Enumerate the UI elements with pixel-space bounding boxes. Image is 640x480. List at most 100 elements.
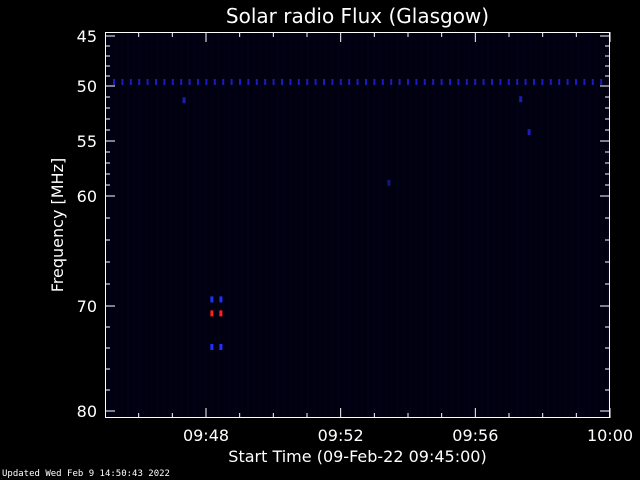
stripe <box>271 33 273 417</box>
stripe <box>457 33 459 417</box>
stripe <box>511 33 513 417</box>
band-segment <box>348 79 351 85</box>
band-segment <box>600 79 603 85</box>
band-segment <box>558 79 561 85</box>
band-segment <box>155 79 157 85</box>
band-segment <box>457 79 460 85</box>
stripe <box>559 33 561 417</box>
stripe <box>187 33 189 417</box>
stripe <box>535 33 537 417</box>
plot-area <box>105 32 610 418</box>
band-segment <box>146 79 149 85</box>
band-segment <box>121 79 124 85</box>
band-segment <box>381 79 384 85</box>
stripe <box>565 33 567 417</box>
band-segment <box>138 79 141 85</box>
stripe <box>217 33 219 417</box>
band-segment <box>306 79 309 85</box>
stripe <box>229 33 231 417</box>
band-segment <box>213 79 216 85</box>
band-segment <box>449 79 451 85</box>
band-segment <box>356 79 359 85</box>
x-tick-label: 09:48 <box>183 426 229 445</box>
stripe <box>343 33 345 417</box>
stripe <box>493 33 495 417</box>
y-tick-label: 55 <box>77 132 97 151</box>
stripe <box>211 33 213 417</box>
band-segment <box>331 79 334 85</box>
band-segment <box>541 79 544 85</box>
stripe <box>199 33 201 417</box>
x-tick-label: 09:52 <box>318 426 364 445</box>
stripe <box>355 33 357 417</box>
band-segment <box>533 79 535 85</box>
band-segment <box>205 79 208 85</box>
stripe <box>361 33 363 417</box>
band-segment <box>129 79 132 85</box>
stripe <box>223 33 225 417</box>
band-segment <box>314 79 317 85</box>
stripe <box>235 33 237 417</box>
stripe <box>415 33 417 417</box>
burst-mark <box>219 344 223 350</box>
stripe <box>427 33 429 417</box>
stripe <box>307 33 309 417</box>
band-segment <box>297 79 300 85</box>
burst-mark <box>210 344 214 350</box>
band-segment <box>516 79 519 85</box>
stripe <box>391 33 393 417</box>
spot-mark <box>387 179 391 186</box>
band-segment <box>239 79 241 85</box>
stripe <box>487 33 489 417</box>
band-segment <box>423 79 426 85</box>
band-segment <box>222 79 225 85</box>
stripe <box>583 33 585 417</box>
y-tick-label: 70 <box>77 297 97 316</box>
band-segment <box>163 79 166 85</box>
plot-frame <box>105 32 610 418</box>
stripe <box>481 33 483 417</box>
stripe <box>571 33 573 417</box>
stripe <box>325 33 327 417</box>
stripe <box>463 33 465 417</box>
stripe <box>145 33 147 417</box>
stripe <box>421 33 423 417</box>
stripe <box>379 33 381 417</box>
stripe <box>157 33 159 417</box>
stripe <box>241 33 243 417</box>
band-segment <box>180 79 183 85</box>
stripe <box>109 33 111 417</box>
band-segment <box>230 79 233 85</box>
band-segment <box>398 79 401 85</box>
band-segment <box>289 79 292 85</box>
stripe <box>409 33 411 417</box>
stripe <box>295 33 297 417</box>
band-segment <box>247 79 250 85</box>
stripe <box>397 33 399 417</box>
stripe <box>385 33 387 417</box>
band-segment <box>365 79 367 85</box>
band-segment <box>281 79 283 85</box>
x-tick-label: 09:56 <box>452 426 498 445</box>
band-segment <box>373 79 376 85</box>
stripe <box>247 33 249 417</box>
burst-mark <box>210 296 214 303</box>
burst-mark <box>210 310 214 317</box>
stripe <box>445 33 447 417</box>
band-segment <box>113 79 115 85</box>
stripe <box>553 33 555 417</box>
stripe <box>595 33 597 417</box>
stripe <box>541 33 543 417</box>
stripe <box>469 33 471 417</box>
band-segment <box>432 79 435 85</box>
stripe <box>589 33 591 417</box>
spot-mark <box>527 129 531 136</box>
band-segment <box>255 79 258 85</box>
band-segment <box>482 79 485 85</box>
stripe <box>499 33 501 417</box>
y-tick-label: 80 <box>77 402 97 421</box>
x-axis: 09:48 09:52 09:56 10:00 <box>138 32 633 445</box>
stripe <box>139 33 141 417</box>
band-segment <box>407 79 409 85</box>
band-segment <box>549 79 552 85</box>
